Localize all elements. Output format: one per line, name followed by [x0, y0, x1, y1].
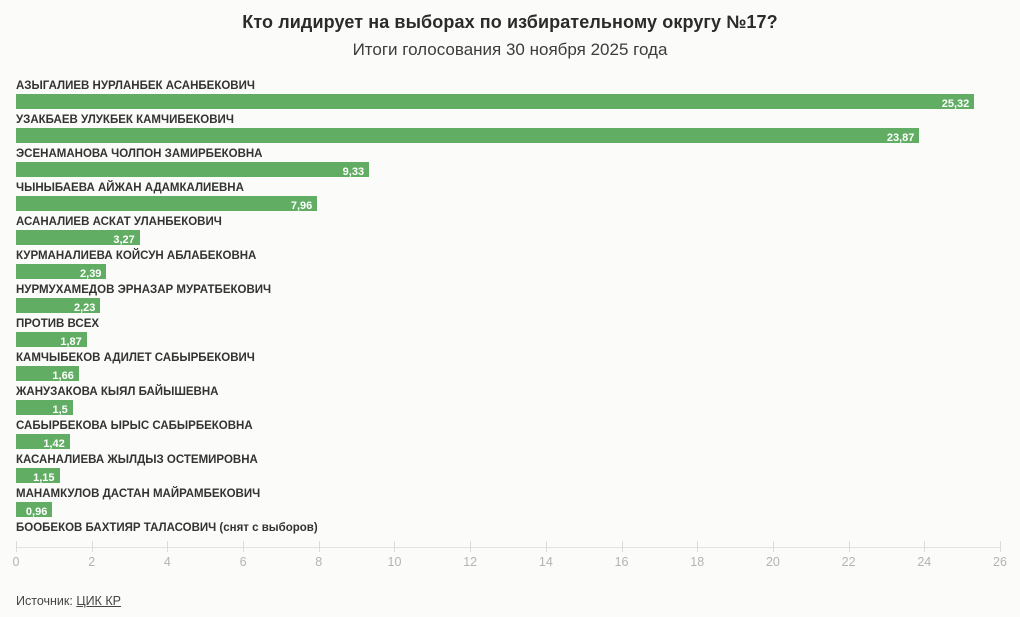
bar-row: КАМЧЫБЕКОВ АДИЛЕТ САБЫРБЕКОВИЧ 1,66 [16, 352, 1000, 382]
bar-value: 0,96 [25, 506, 48, 518]
axis-tick-label: 20 [765, 555, 780, 569]
bar-row: АСАНАЛИЕВ АСКАТ УЛАНБЕКОВИЧ 3,27 [16, 216, 1000, 246]
bar: 1,42 [16, 434, 70, 450]
source-label: Источник: [16, 594, 73, 608]
bar-value: 7,96 [290, 200, 313, 212]
bar-value: 1,66 [52, 370, 74, 382]
candidate-label: НУРМУХАМЕДОВ ЭРНАЗАР МУРАТБЕКОВИЧ [16, 284, 272, 296]
axis-tick-label: 26 [993, 555, 1007, 569]
axis-tick-label: 16 [614, 555, 629, 569]
bar-row: ПРОТИВ ВСЕХ 1,87 [16, 318, 1000, 348]
axis-tick [91, 541, 93, 552]
bar: 1,5 [16, 400, 73, 416]
bar-row: БООБЕКОВ БАХТИЯР ТАЛАСОВИЧ (снят с выбор… [16, 522, 1000, 535]
candidate-label: АЗЫГАЛИЕВ НУРЛАНБЕК АСАНБЕКОВИЧ [16, 80, 255, 92]
axis-tick-label: 24 [917, 555, 932, 569]
axis-tick [848, 541, 850, 552]
candidate-label: БООБЕКОВ БАХТИЯР ТАЛАСОВИЧ (снят с выбор… [16, 522, 318, 534]
bar-value: 2,39 [80, 268, 102, 280]
candidate-label: КУРМАНАЛИЕВА КОЙСУН АБЛАБЕКОВНА [16, 250, 257, 262]
bar-value: 3,27 [113, 234, 135, 246]
chart-subtitle: Итоги голосования 30 ноября 2025 года [352, 40, 668, 59]
bar: 2,39 [16, 264, 107, 280]
axis-tick [545, 541, 547, 552]
axis-tick [167, 541, 169, 552]
bar-value: 23,87 [886, 132, 915, 144]
source-note: Источник: ЦИК КР [16, 594, 1004, 608]
bar: 1,15 [16, 468, 60, 484]
candidate-label: ЭСЕНАМАНОВА ЧОЛПОН ЗАМИРБЕКОВНА [16, 148, 263, 160]
bar: 7,96 [16, 196, 318, 212]
candidate-label: ЖАНУЗАКОВА КЫЯЛ БАЙЫШЕВНА [16, 386, 219, 398]
bar: 9,33 [16, 162, 370, 178]
bar: 2,23 [16, 298, 101, 314]
bar-value: 25,32 [941, 98, 970, 110]
candidate-label: ПРОТИВ ВСЕХ [16, 318, 100, 330]
candidate-label: КАСАНАЛИЕВА ЖЫЛДЫЗ ОСТЕМИРОВНА [16, 454, 258, 466]
candidate-label: МАНАМКУЛОВ ДАСТАН МАЙРАМБЕКОВИЧ [16, 488, 261, 500]
bar-chart: АЗЫГАЛИЕВ НУРЛАНБЕК АСАНБЕКОВИЧ 25,32 УЗ… [16, 80, 1000, 535]
x-axis: 0 2 4 6 8 10 12 14 16 18 20 22 24 26 [12, 541, 1007, 578]
bar-value: 1,87 [60, 336, 82, 348]
bar-row: ЧЫНЫБАЕВА АЙЖАН АДАМКАЛИЕВНА 7,96 [16, 182, 1000, 212]
bar: 1,66 [16, 366, 79, 382]
axis-tick-label: 14 [538, 555, 553, 569]
axis-tick [16, 541, 17, 552]
bar: 3,27 [16, 230, 140, 246]
axis-tick-label: 6 [239, 555, 247, 569]
chart-header: Кто лидирует на выборах по избирательном… [0, 0, 1020, 60]
axis-tick-label: 22 [841, 555, 856, 569]
axis-tick-label: 4 [163, 555, 171, 569]
bar: 1,87 [16, 332, 87, 348]
candidate-label: УЗАКБАЕВ УЛУКБЕК КАМЧИБЕКОВИЧ [16, 114, 234, 126]
bar-row: ЭСЕНАМАНОВА ЧОЛПОН ЗАМИРБЕКОВНА 9,33 [16, 148, 1000, 178]
axis-tick [243, 541, 245, 552]
axis-tick-label: 10 [387, 555, 402, 569]
bar-value: 1,5 [52, 404, 68, 416]
bar-row: МАНАМКУЛОВ ДАСТАН МАЙРАМБЕКОВИЧ 0,96 [16, 488, 1000, 518]
bar-value: 1,42 [43, 438, 65, 450]
axis-tick-label: 0 [12, 555, 20, 569]
axis-tick [924, 541, 926, 552]
bar: 0,96 [16, 502, 53, 518]
bar-value: 1,15 [33, 472, 55, 484]
bar-row: КАСАНАЛИЕВА ЖЫЛДЫЗ ОСТЕМИРОВНА 1,15 [16, 454, 1000, 484]
bar-value: 9,33 [342, 166, 365, 178]
bar-row: КУРМАНАЛИЕВА КОЙСУН АБЛАБЕКОВНА 2,39 [16, 250, 1000, 280]
candidate-label: АСАНАЛИЕВ АСКАТ УЛАНБЕКОВИЧ [16, 216, 222, 228]
candidate-label: ЧЫНЫБАЕВА АЙЖАН АДАМКАЛИЕВНА [16, 182, 244, 194]
source-link[interactable]: ЦИК КР [76, 594, 121, 608]
bar-row: НУРМУХАМЕДОВ ЭРНАЗАР МУРАТБЕКОВИЧ 2,23 [16, 284, 1000, 314]
bar-row: УЗАКБАЕВ УЛУКБЕК КАМЧИБЕКОВИЧ 23,87 [16, 114, 1000, 144]
bar: 25,32 [16, 94, 975, 110]
chart-title: Кто лидирует на выборах по избирательном… [242, 12, 778, 32]
axis-tick [772, 541, 774, 552]
axis-tick-label: 12 [463, 555, 478, 569]
axis-tick-label: 2 [88, 555, 96, 569]
bar-row: САБЫРБЕКОВА ЫРЫС САБЫРБЕКОВНА 1,42 [16, 420, 1000, 450]
bar-row: АЗЫГАЛИЕВ НУРЛАНБЕК АСАНБЕКОВИЧ 25,32 [16, 80, 1000, 110]
axis-tick [318, 541, 320, 552]
axis-tick [394, 541, 396, 552]
bar-row: ЖАНУЗАКОВА КЫЯЛ БАЙЫШЕВНА 1,5 [16, 386, 1000, 416]
axis-tick-label: 18 [690, 555, 705, 569]
axis-tick [470, 541, 472, 552]
axis-tick [621, 541, 623, 552]
axis-tick [697, 541, 699, 552]
candidate-label: КАМЧЫБЕКОВ АДИЛЕТ САБЫРБЕКОВИЧ [16, 352, 255, 364]
bar: 23,87 [16, 128, 920, 144]
candidate-label: САБЫРБЕКОВА ЫРЫС САБЫРБЕКОВНА [16, 420, 253, 432]
axis-tick [1000, 541, 1001, 552]
bar-value: 2,23 [73, 302, 96, 314]
axis-tick-label: 8 [315, 555, 323, 569]
